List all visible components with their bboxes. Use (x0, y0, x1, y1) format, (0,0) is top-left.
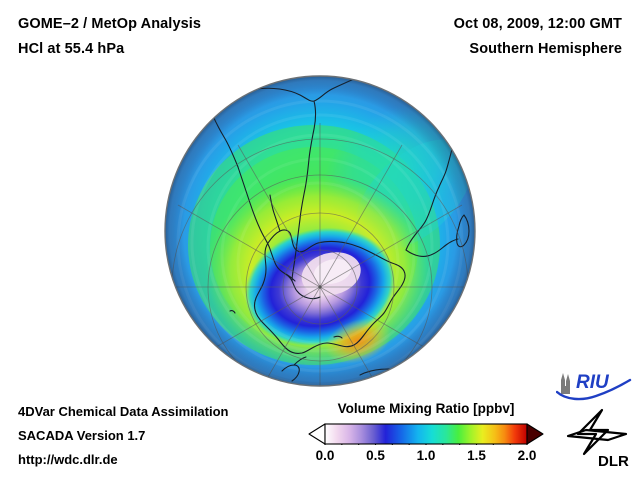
colorbar-gradient (324, 423, 528, 445)
colorbar-high-cap (526, 423, 544, 445)
riu-cathedral-icon (561, 373, 570, 394)
globe-outline (164, 75, 476, 387)
species-level-label: HCl at 55.4 hPa (18, 41, 125, 57)
colorbar-tick-label: 0.0 (315, 448, 335, 463)
riu-logo: RIU (556, 370, 632, 402)
method-label: 4DVar Chemical Data Assimilation (18, 404, 229, 419)
colorbar (308, 423, 544, 445)
limb-shading (165, 76, 475, 386)
colorbar-tick-label: 2.0 (517, 448, 537, 463)
riu-swoosh-icon (556, 378, 632, 401)
dlr-mark-icon (566, 408, 628, 456)
coastline-tasmania (395, 378, 407, 386)
colorbar-low-cap (308, 423, 326, 445)
colorbar-tick-label: 0.5 (366, 448, 385, 463)
colorbar-tick-label: 1.0 (416, 448, 436, 463)
colorbar-title: Volume Mixing Ratio [ppbv] (337, 401, 515, 416)
datetime-label: Oct 08, 2009, 12:00 GMT (453, 16, 622, 32)
data-centre-url[interactable]: http://wdc.dlr.de (18, 452, 118, 467)
colorbar-tick-labels: 0.0 0.5 1.0 1.5 2.0 (308, 448, 544, 466)
field-layers (165, 76, 475, 386)
page-title: GOME–2 / MetOp Analysis (18, 16, 202, 32)
dlr-wordmark: DLR (598, 453, 629, 470)
colorbar-ticks (324, 444, 528, 445)
hemisphere-label: Southern Hemisphere (469, 41, 622, 57)
riu-wordmark: RIU (576, 372, 610, 393)
colorbar-tick-label: 1.5 (467, 448, 486, 463)
globe-map (164, 75, 476, 387)
version-label: SACADA Version 1.7 (18, 428, 146, 443)
dlr-logo: DLR (562, 408, 632, 470)
